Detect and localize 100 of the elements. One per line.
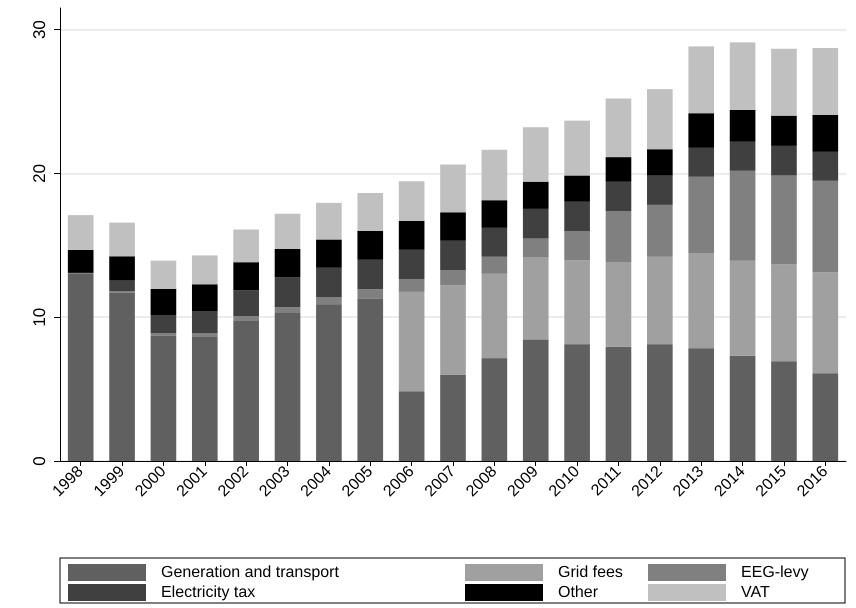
bar bbox=[522, 127, 549, 182]
bar bbox=[192, 255, 218, 285]
bar bbox=[564, 260, 590, 345]
y-tick-label: 10 bbox=[30, 308, 49, 327]
bar bbox=[730, 42, 756, 110]
bar bbox=[398, 292, 424, 392]
bar bbox=[522, 208, 549, 238]
bar bbox=[606, 262, 632, 347]
bar bbox=[357, 289, 384, 299]
bar bbox=[771, 48, 797, 116]
bar bbox=[647, 256, 673, 345]
bar bbox=[812, 48, 838, 115]
bar bbox=[606, 157, 632, 182]
bar bbox=[647, 204, 673, 257]
bar bbox=[109, 280, 135, 292]
bar bbox=[357, 192, 384, 231]
bar bbox=[68, 274, 94, 461]
bar bbox=[316, 304, 342, 461]
bar bbox=[771, 175, 797, 264]
bar bbox=[440, 374, 466, 461]
bar bbox=[398, 181, 424, 221]
bar bbox=[316, 240, 342, 268]
bar bbox=[68, 250, 94, 273]
bar bbox=[398, 391, 424, 461]
bar bbox=[109, 222, 135, 257]
bar bbox=[398, 220, 424, 250]
legend-label: Grid fees bbox=[558, 564, 623, 581]
bar bbox=[688, 176, 714, 254]
bar bbox=[606, 182, 632, 212]
bar bbox=[812, 272, 838, 374]
bar bbox=[357, 260, 384, 290]
bar bbox=[233, 262, 259, 290]
bar bbox=[771, 264, 797, 362]
bar bbox=[274, 307, 300, 314]
bar bbox=[482, 358, 508, 461]
y-tick-label: 30 bbox=[30, 20, 49, 40]
bar bbox=[812, 114, 838, 152]
bar bbox=[440, 285, 466, 375]
bar bbox=[482, 200, 508, 228]
bar bbox=[274, 214, 300, 250]
bar bbox=[522, 257, 549, 340]
bar bbox=[68, 215, 94, 250]
bar bbox=[606, 346, 632, 461]
bar bbox=[357, 298, 384, 461]
bar bbox=[440, 212, 466, 241]
bar bbox=[233, 290, 259, 316]
bar bbox=[274, 277, 300, 308]
legend-label: Electricity tax bbox=[161, 584, 256, 601]
bar bbox=[398, 250, 424, 280]
y-tick-label: 20 bbox=[30, 164, 49, 183]
bar bbox=[688, 147, 714, 177]
bar bbox=[357, 230, 384, 260]
bar bbox=[233, 320, 259, 461]
bar bbox=[150, 315, 176, 334]
bar bbox=[274, 249, 300, 278]
bar bbox=[564, 176, 590, 202]
bar bbox=[730, 110, 756, 142]
bar bbox=[192, 333, 218, 337]
bar bbox=[647, 175, 673, 205]
legend-label: EEG-levy bbox=[741, 564, 809, 581]
bar bbox=[771, 116, 797, 146]
bar bbox=[647, 149, 673, 176]
bar bbox=[233, 229, 259, 262]
bar bbox=[440, 240, 466, 270]
bar bbox=[150, 288, 176, 316]
bar bbox=[730, 142, 756, 171]
bar bbox=[606, 211, 632, 262]
bar bbox=[522, 238, 549, 258]
bar bbox=[482, 274, 508, 358]
bar bbox=[688, 46, 714, 114]
legend-label: Generation and transport bbox=[161, 564, 340, 581]
bar bbox=[233, 316, 259, 321]
bar bbox=[647, 344, 673, 461]
bar bbox=[730, 170, 756, 261]
bar bbox=[109, 292, 135, 461]
bar bbox=[812, 180, 838, 272]
bar bbox=[482, 256, 508, 274]
bar bbox=[109, 256, 135, 280]
bar bbox=[150, 336, 176, 461]
bar bbox=[771, 361, 797, 461]
bar bbox=[730, 356, 756, 461]
bar bbox=[522, 182, 549, 209]
bar bbox=[771, 146, 797, 176]
bar bbox=[192, 336, 218, 461]
legend-label: Other bbox=[558, 584, 599, 601]
bar bbox=[274, 313, 300, 461]
bar bbox=[812, 373, 838, 461]
bar bbox=[316, 268, 342, 298]
bar bbox=[606, 98, 632, 158]
bar bbox=[316, 202, 342, 240]
bar bbox=[812, 152, 838, 181]
bar bbox=[192, 311, 218, 334]
bar bbox=[522, 340, 549, 461]
bar bbox=[150, 260, 176, 289]
bar bbox=[730, 260, 756, 356]
bar bbox=[150, 333, 176, 336]
bar bbox=[398, 279, 424, 292]
bar bbox=[564, 202, 590, 232]
bar bbox=[688, 348, 714, 461]
bar bbox=[564, 231, 590, 260]
